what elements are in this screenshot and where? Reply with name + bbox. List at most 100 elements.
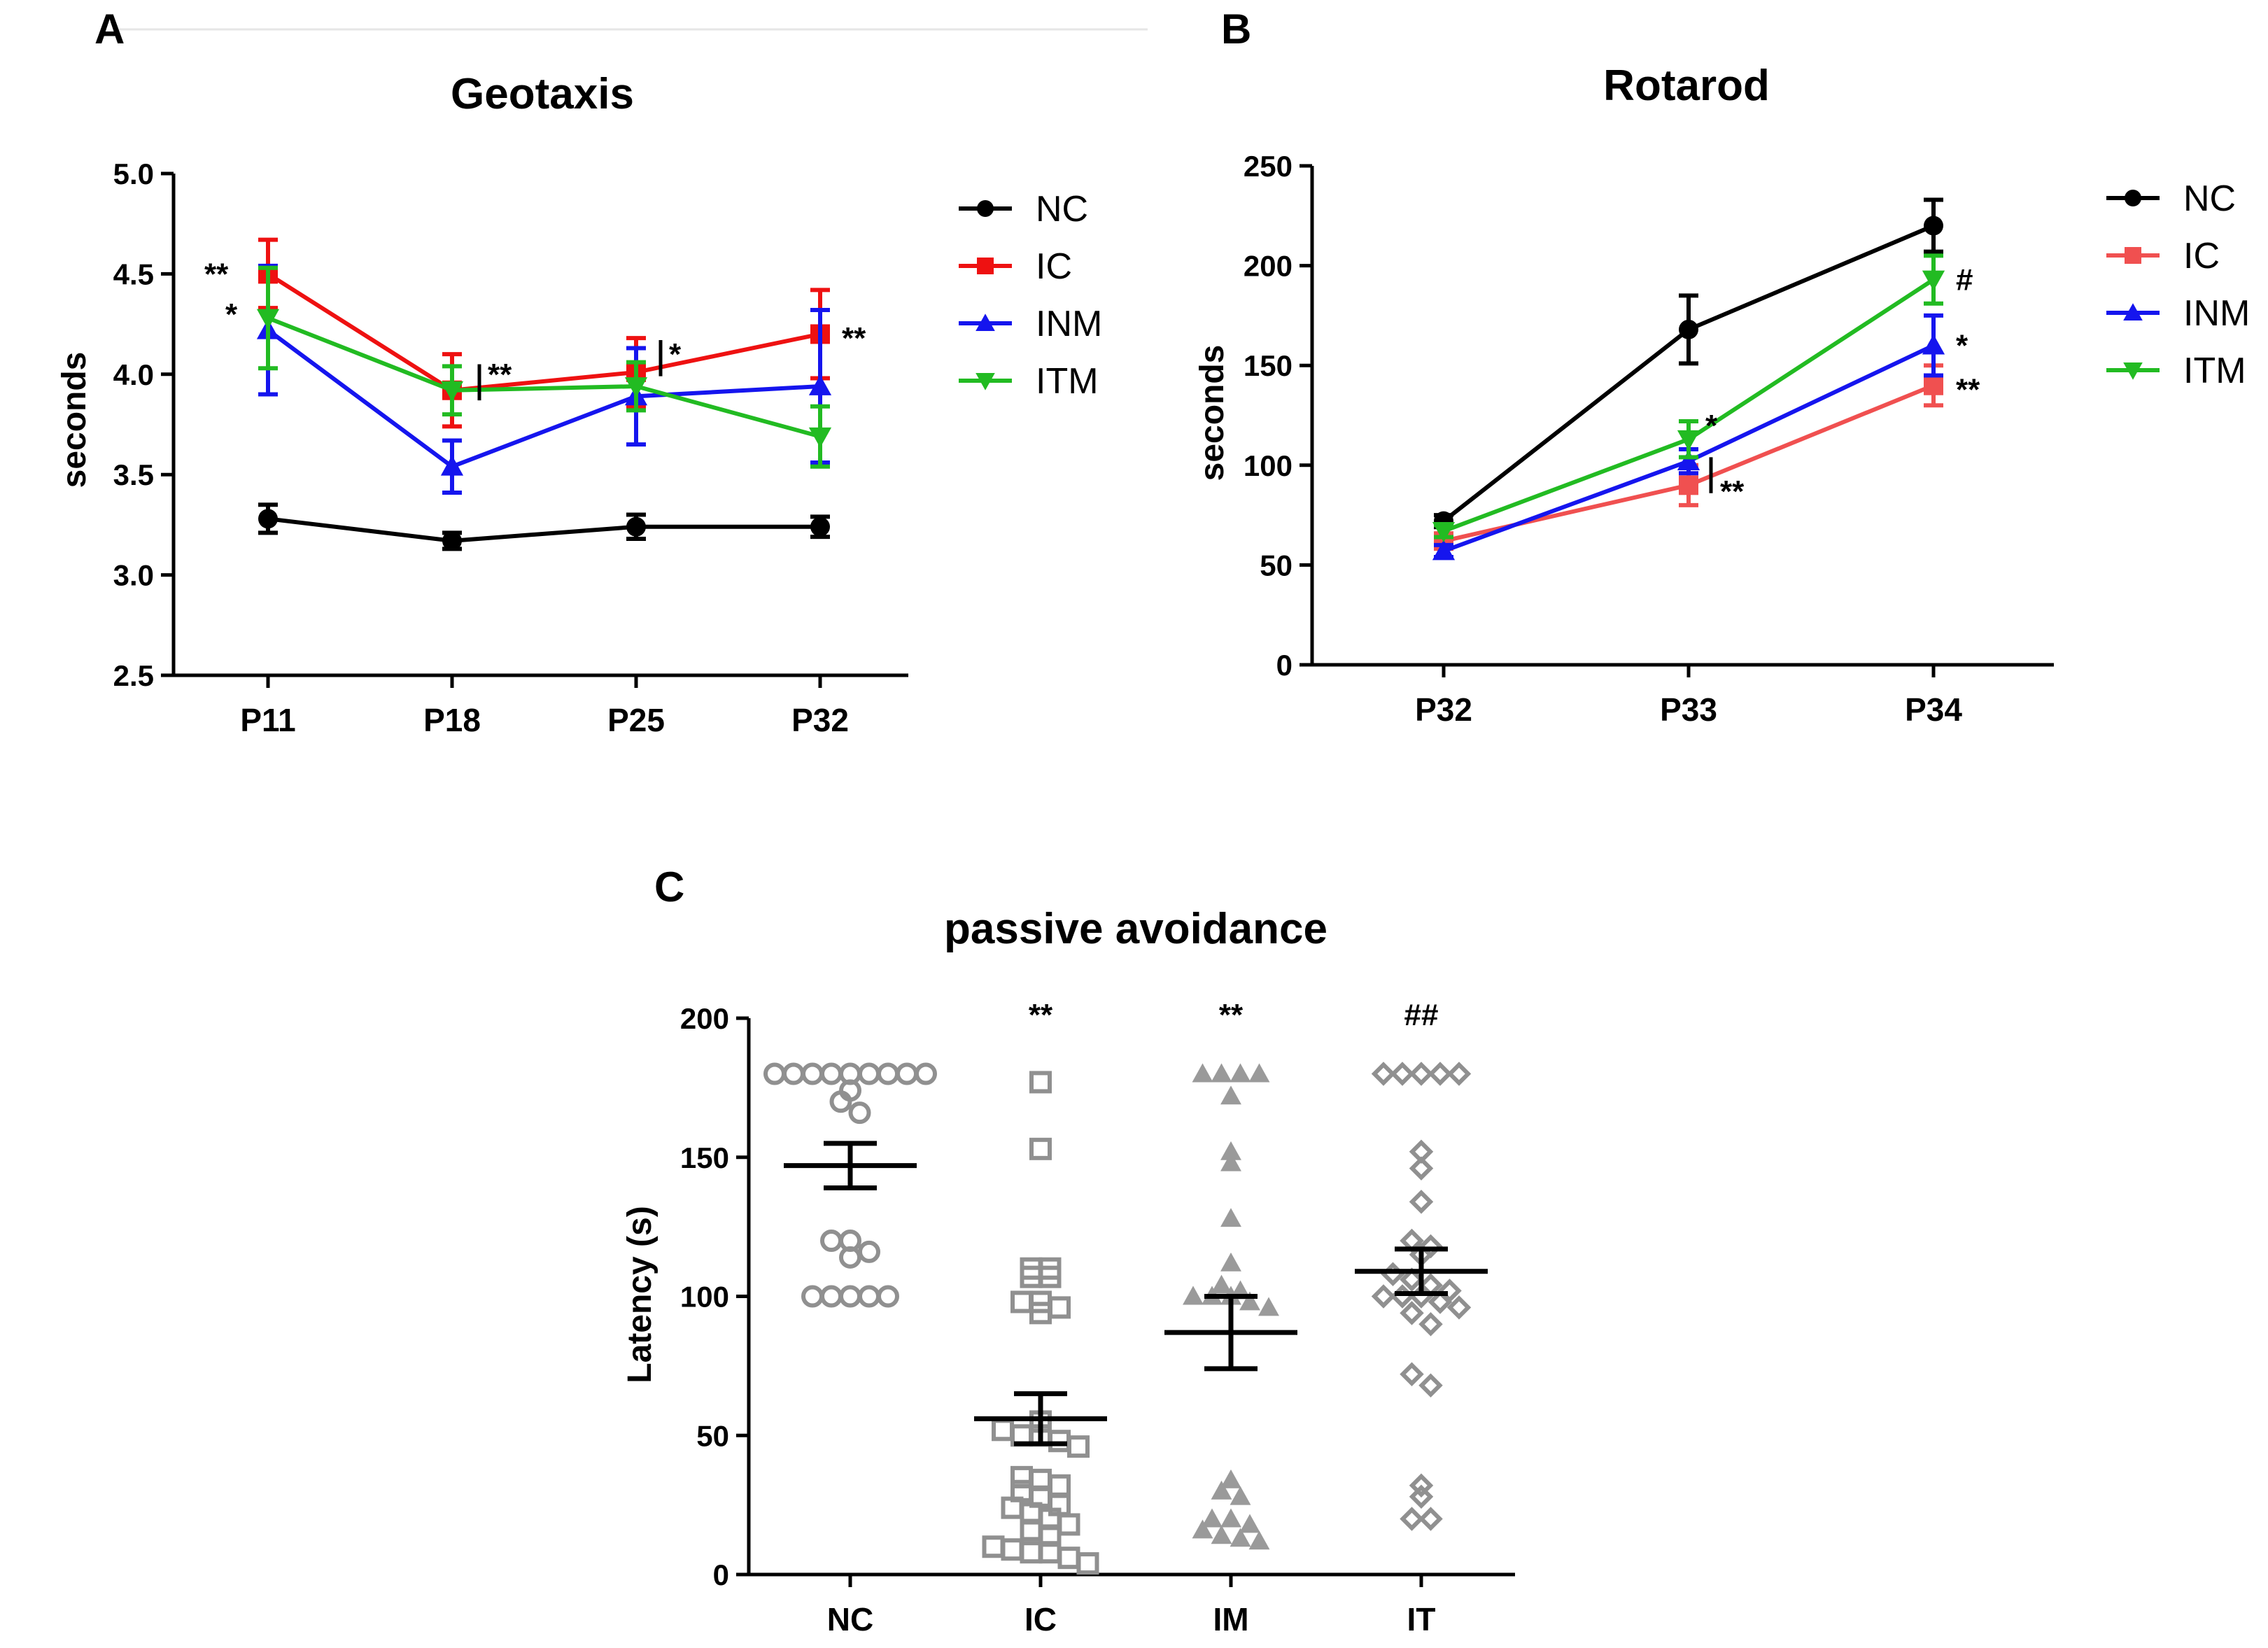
data-point-im <box>1220 1208 1241 1227</box>
legend-b: NC IC INM ITM <box>2106 178 2250 391</box>
data-point-im <box>1211 1063 1232 1083</box>
data-point-ic <box>1057 1547 1080 1570</box>
legend-item-ic: IC <box>959 246 1072 287</box>
data-point-im <box>1192 1519 1213 1539</box>
data-point-inm <box>808 374 832 395</box>
data-point-im <box>1230 1486 1251 1505</box>
significance-mark: ** <box>842 321 866 355</box>
data-point-nc <box>858 1240 880 1263</box>
data-point-ic <box>1029 1071 1052 1094</box>
y-tick-label: 200 <box>1244 250 1293 283</box>
axes-c: 0 50 100 150 200 NC IC IM IT <box>680 1002 1515 1638</box>
data-point-im <box>1258 1297 1279 1316</box>
legend-marker <box>2123 303 2143 321</box>
y-tick-label: 100 <box>680 1281 729 1314</box>
data-point-it <box>1409 1473 1434 1498</box>
legend-item-inm: INM <box>2106 293 2250 334</box>
data-point-im <box>1248 1063 1270 1083</box>
legend-marker <box>2125 190 2141 206</box>
x-tick-label: P33 <box>1660 691 1717 728</box>
significance-mark: # <box>1956 263 1973 297</box>
axes-b: 0 50 100 150 200 250 P32 P33 P34 <box>1244 150 2054 728</box>
annotations-c: ** ** ## <box>1029 998 1439 1032</box>
data-point-im <box>1239 1291 1260 1311</box>
legend-label: NC <box>1036 189 1088 230</box>
data-point-im <box>1211 1274 1232 1294</box>
data-point-it <box>1409 1062 1434 1086</box>
data-point-nc <box>442 530 462 551</box>
significance-mark: * <box>1956 329 1968 363</box>
data-point-it <box>1400 1301 1424 1325</box>
panel-a-geotaxis: A Geotaxis seconds 2.5 3.0 3.5 4.0 4.5 5.0 P11… <box>56 6 1102 738</box>
data-point-it <box>1400 1362 1424 1387</box>
x-tick-label: IT <box>1407 1601 1436 1638</box>
y-axis-label-c: Latency (s) <box>621 1206 658 1383</box>
x-tick-label: P34 <box>1905 691 1962 728</box>
data-point-im <box>1183 1286 1204 1305</box>
x-tick-label: P25 <box>607 702 665 738</box>
data-point-inm <box>1432 540 1456 561</box>
legend-marker <box>2125 247 2141 264</box>
y-tick-label: 50 <box>696 1419 729 1452</box>
data-point-nc <box>820 1285 843 1308</box>
data-point-nc <box>810 516 830 537</box>
data-point-im <box>1202 1508 1223 1528</box>
data-point-inm <box>440 455 464 476</box>
data-point-nc <box>782 1062 805 1085</box>
data-point-ic <box>1048 1474 1071 1497</box>
data-point-it <box>1390 1284 1415 1309</box>
data-point-nc <box>848 1101 871 1125</box>
data-point-nc <box>858 1285 880 1308</box>
y-axis-label-b: seconds <box>1194 345 1231 481</box>
data-point-im <box>1220 1252 1241 1272</box>
data-point-it <box>1390 1062 1415 1086</box>
group-it <box>1355 1062 1488 1531</box>
data-point-im <box>1220 1469 1241 1488</box>
data-point-it <box>1381 1262 1405 1286</box>
data-point-ic <box>992 1418 1014 1442</box>
data-point-it <box>1418 1312 1443 1337</box>
series-line-nc <box>267 516 820 543</box>
marks-b <box>1432 197 1945 561</box>
legend-marker <box>977 258 994 274</box>
data-point-ic <box>1924 375 1943 395</box>
legend-marker <box>975 314 995 332</box>
legend-label: INM <box>1036 304 1102 344</box>
data-point-ic <box>1020 1541 1043 1564</box>
data-point-im <box>1230 1063 1251 1083</box>
marks-a <box>256 237 832 551</box>
data-point-it <box>1418 1507 1443 1531</box>
series-line-ic <box>267 272 821 393</box>
legend-label: ITM <box>2183 351 2246 391</box>
data-point-im <box>1192 1063 1213 1083</box>
panel-c-passive-avoidance: C passive avoidance Latency (s) 0 50 100 15… <box>621 864 1515 1638</box>
data-point-it <box>1428 1062 1453 1086</box>
x-tick-label: IM <box>1213 1601 1248 1638</box>
data-point-im <box>1248 1530 1270 1550</box>
panel-letter-a: A <box>94 6 125 52</box>
data-point-it <box>1409 1139 1434 1164</box>
data-point-it <box>1409 1156 1434 1181</box>
series-nc <box>258 502 830 551</box>
significance-mark: ** <box>488 358 512 392</box>
x-tick-label: P18 <box>423 702 481 738</box>
group-im <box>1164 1063 1297 1550</box>
legend-item-itm: ITM <box>959 361 1099 402</box>
group-ic <box>974 1071 1107 1575</box>
data-point-im <box>1211 1480 1232 1500</box>
y-tick-label: 50 <box>1260 549 1293 582</box>
data-point-nc <box>839 1230 861 1252</box>
data-point-nc <box>915 1062 937 1085</box>
panel-letter-c: C <box>654 864 684 910</box>
data-point-im <box>1239 1514 1260 1533</box>
legend-item-nc: NC <box>2106 178 2236 219</box>
legend-marker <box>977 200 994 217</box>
data-point-itm <box>808 427 832 448</box>
data-point-nc <box>626 516 646 537</box>
data-point-im <box>1211 1525 1232 1544</box>
y-tick-label: 4.0 <box>113 358 154 391</box>
significance-mark: * <box>669 337 682 372</box>
data-point-nc <box>763 1062 786 1085</box>
data-point-nc <box>801 1285 824 1308</box>
